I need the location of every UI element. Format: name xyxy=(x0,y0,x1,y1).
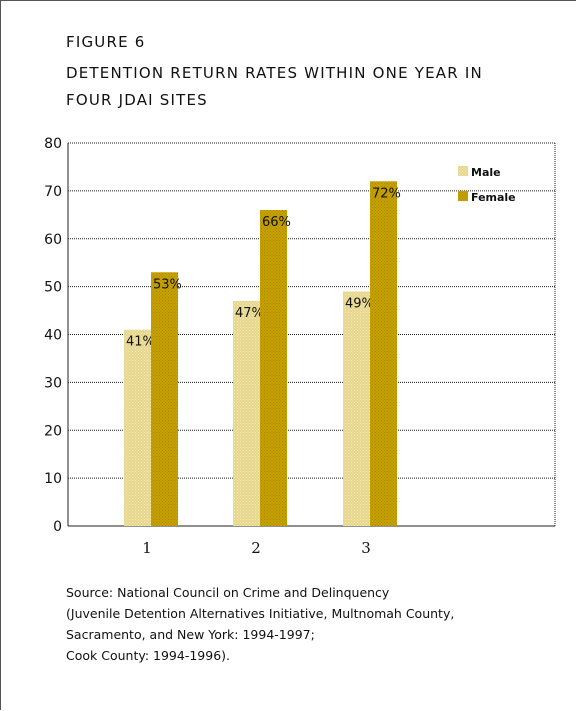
bar-male xyxy=(124,329,151,526)
y-tick-label: 0 xyxy=(53,519,62,535)
data-label: 66% xyxy=(262,215,291,230)
figure-title: DETENTION RETURN RATES WITHIN ONE YEAR I… xyxy=(66,64,483,109)
bar-male xyxy=(343,291,370,526)
figure-label: FIGURE 6 xyxy=(66,33,146,51)
y-tick-label: 20 xyxy=(44,423,62,439)
legend-swatch-female xyxy=(458,191,468,201)
y-tick-label: 40 xyxy=(44,328,62,344)
y-tick-label: 70 xyxy=(44,184,62,200)
legend: Male Female xyxy=(458,166,516,204)
legend-swatch-male xyxy=(458,166,468,176)
data-label: 49% xyxy=(345,296,374,311)
y-tick-label: 80 xyxy=(44,136,62,152)
bar-female xyxy=(151,272,178,526)
bar-female xyxy=(370,181,397,527)
data-label: 53% xyxy=(153,277,182,292)
source-line-3: Sacramento, and New York: 1994-1997; xyxy=(66,627,315,642)
legend-label-male: Male xyxy=(471,166,501,179)
y-tick-label: 30 xyxy=(44,375,62,391)
data-label: 41% xyxy=(126,335,155,350)
bar-male xyxy=(233,300,260,526)
x-tick-label: 2 xyxy=(251,539,261,557)
x-tick-label: 1 xyxy=(142,539,152,557)
data-label: 72% xyxy=(372,186,401,201)
y-tick-label: 60 xyxy=(44,232,62,248)
y-tick-label: 10 xyxy=(44,471,62,487)
data-label: 47% xyxy=(235,306,264,321)
source-note: Source: National Council on Crime and De… xyxy=(66,582,566,666)
source-line-2: (Juvenile Detention Alternatives Initiat… xyxy=(66,606,455,621)
legend-label-female: Female xyxy=(471,191,516,204)
source-line-4: Cook County: 1994-1996). xyxy=(66,648,231,663)
y-tick-label: 50 xyxy=(44,280,62,296)
source-line-1: Source: National Council on Crime and De… xyxy=(66,585,390,600)
x-tick-label: 3 xyxy=(361,539,371,557)
bar-female xyxy=(260,210,287,526)
